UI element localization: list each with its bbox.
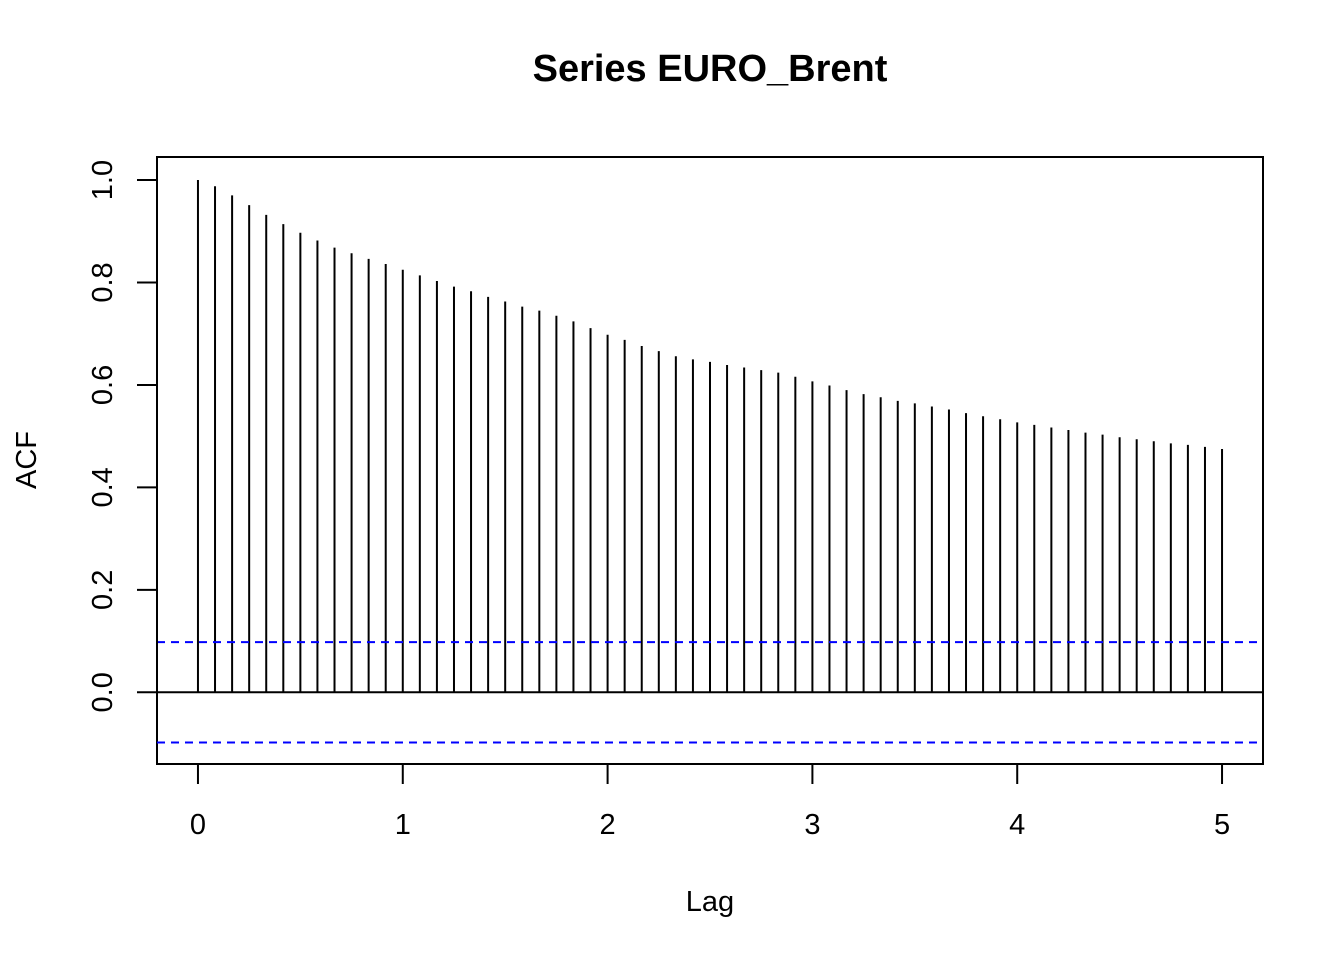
y-tick-label: 0.6	[87, 365, 119, 405]
y-tick-label: 0.4	[87, 467, 119, 507]
y-tick-label: 0.2	[87, 570, 119, 610]
y-axis-label: ACF	[11, 431, 43, 489]
x-tick-label: 1	[395, 809, 411, 841]
chart-title: Series EURO_Brent	[533, 48, 888, 90]
x-tick-label: 5	[1214, 809, 1230, 841]
x-tick-label: 3	[804, 809, 820, 841]
y-tick-label: 0.0	[87, 672, 119, 712]
y-tick-label: 0.8	[87, 262, 119, 302]
y-tick-label: 1.0	[87, 160, 119, 200]
y-axis: 0.0 0.2 0.4 0.6 0.8 1.0	[87, 160, 158, 712]
acf-spikes	[196, 180, 1224, 693]
reference-lines	[157, 641, 1263, 744]
x-axis: 0 1 2 3 4 5	[190, 763, 1230, 841]
x-axis-label: Lag	[686, 886, 734, 918]
x-tick-label: 2	[600, 809, 616, 841]
x-tick-label: 4	[1009, 809, 1025, 841]
x-tick-label: 0	[190, 809, 206, 841]
